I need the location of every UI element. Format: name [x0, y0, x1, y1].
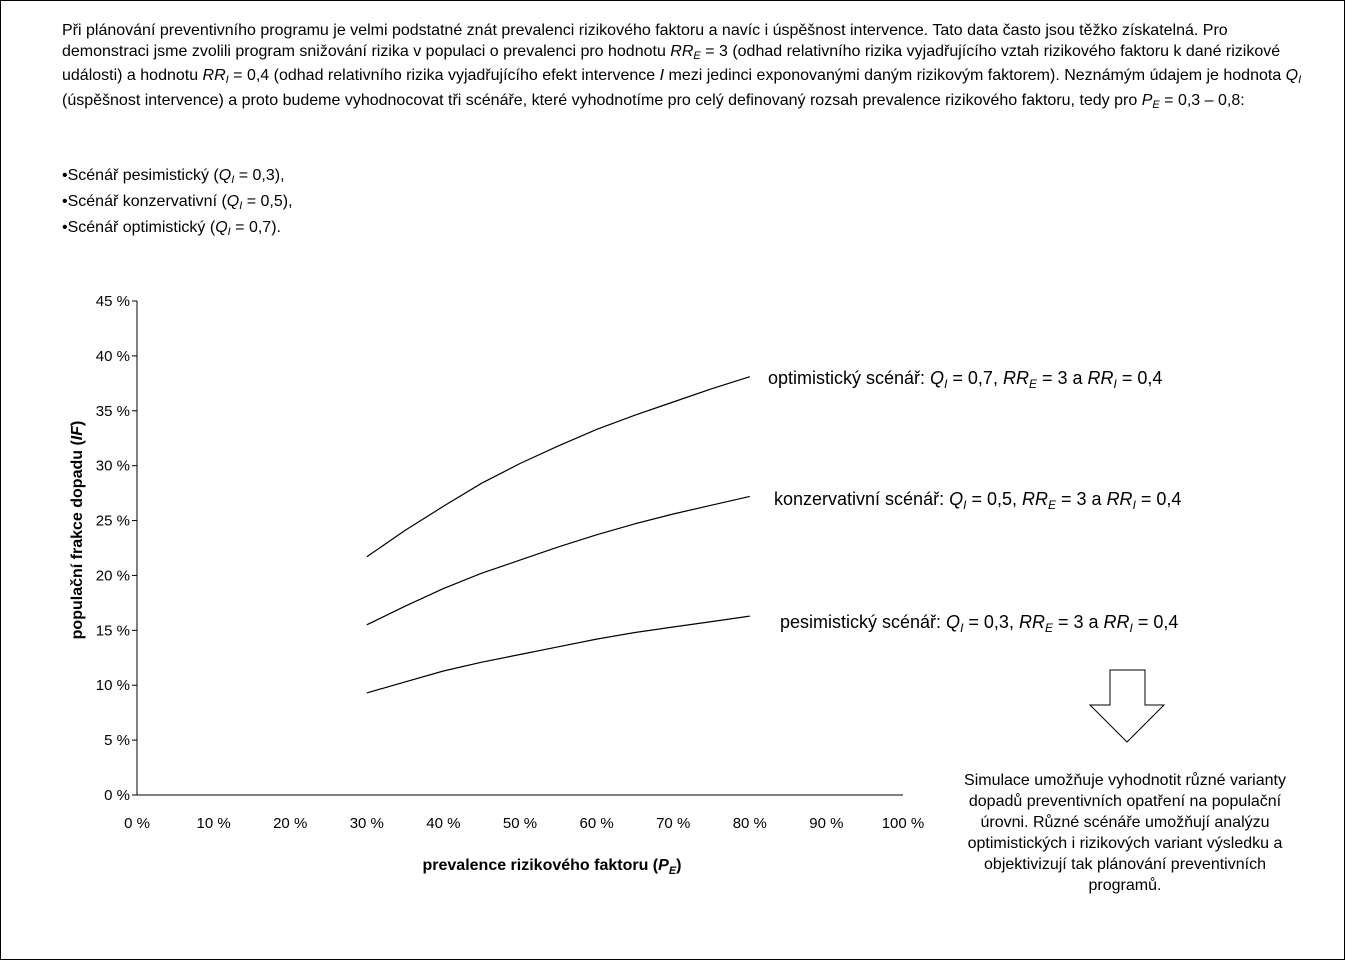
x-tick-label: 20 %	[273, 815, 307, 832]
x-tick-label: 100 %	[882, 815, 925, 832]
intro-paragraph: Při plánování preventivního programu je …	[62, 22, 1302, 111]
x-tick-label: 90 %	[809, 815, 843, 832]
scenario-list: •Scénář pesimistický (QI = 0,3), •Scénář…	[62, 165, 293, 243]
series-label-pessimistic: pesimistický scénář: QI = 0,3, RRE = 3 a…	[780, 612, 1178, 635]
x-tick-label: 70 %	[656, 815, 690, 832]
x-tick-label: 0 %	[124, 815, 150, 832]
summary-text: Simulace umožňuje vyhodnotit různé varia…	[964, 772, 1286, 894]
y-tick-label: 30 %	[96, 458, 130, 475]
y-tick-label: 15 %	[96, 622, 130, 639]
down-arrow-icon	[1088, 669, 1166, 743]
x-tick-label: 30 %	[350, 815, 384, 832]
x-axis-label: prevalence rizikového faktoru (PE)	[423, 857, 682, 877]
series-label-conservative: konzervativní scénář: QI = 0,5, RRE = 3 …	[774, 489, 1181, 512]
list-item: •Scénář pesimistický (QI = 0,3),	[62, 167, 285, 186]
chart-lines	[366, 376, 750, 694]
y-tick-label: 10 %	[96, 677, 130, 694]
list-item: •Scénář konzervativní (QI = 0,5),	[62, 193, 293, 212]
y-tick-label: 40 %	[96, 348, 130, 365]
series-line-optimistic	[366, 376, 750, 558]
x-tick-label: 50 %	[503, 815, 537, 832]
x-tick-label: 40 %	[426, 815, 460, 832]
series-line-conservative	[366, 495, 750, 626]
y-axis-label: populační frakce dopadu (IF)	[69, 421, 86, 640]
x-tick-label: 60 %	[579, 815, 613, 832]
y-tick-label: 25 %	[96, 513, 130, 530]
y-tick-label: 35 %	[96, 403, 130, 420]
y-tick-label: 0 %	[104, 787, 130, 804]
y-tick-label: 20 %	[96, 567, 130, 584]
list-item: •Scénář optimistický (QI = 0,7).	[62, 219, 281, 238]
x-tick-label: 10 %	[196, 815, 230, 832]
series-line-pessimistic	[366, 615, 750, 694]
y-tick-label: 45 %	[96, 293, 130, 310]
chart-axes: 0 % 5 % 10 % 15 % 20 % 25 % 30 % 35 % 40 % 45 % 0 …	[96, 293, 924, 832]
series-label-optimistic: optimistický scénář: QI = 0,7, RRE = 3 a…	[768, 368, 1162, 391]
x-tick-label: 80 %	[733, 815, 767, 832]
y-tick-label: 5 %	[104, 732, 130, 749]
